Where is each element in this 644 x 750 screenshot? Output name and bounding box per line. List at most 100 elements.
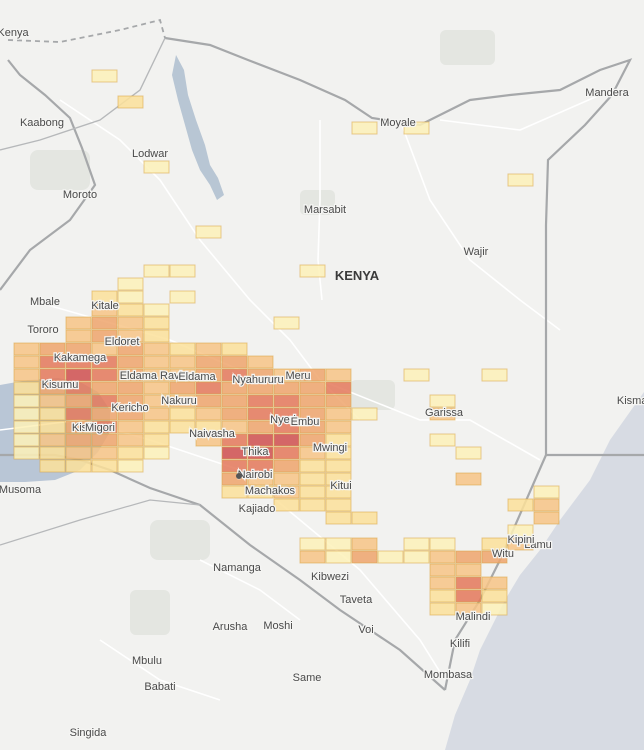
- heat-cell: [273, 381, 300, 395]
- place-label: Meru: [285, 370, 310, 382]
- heat-cell: [299, 446, 326, 460]
- heat-cell: [247, 446, 274, 460]
- heat-cell: [39, 368, 66, 382]
- heat-cell: [221, 485, 248, 499]
- heat-cell: [65, 316, 92, 330]
- place-label: Mombasa: [424, 669, 473, 681]
- heat-cell: [429, 550, 456, 564]
- heat-cell: [247, 355, 274, 369]
- heat-cell: [143, 420, 170, 434]
- heat-cell: [533, 485, 560, 499]
- heat-cell: [195, 394, 222, 408]
- heat-cell: [65, 342, 92, 356]
- heat-cell: [13, 394, 40, 408]
- heat-cell: [299, 407, 326, 421]
- place-label: Nyahururu: [232, 374, 283, 386]
- heat-cell: [325, 550, 352, 564]
- heat-cell: [65, 420, 92, 434]
- heat-cell: [351, 407, 378, 421]
- heat-cell: [143, 394, 170, 408]
- place-label: Kitale: [91, 300, 119, 312]
- heat-cell: [169, 264, 196, 278]
- heat-cell: [117, 355, 144, 369]
- place-label: Nakuru: [161, 395, 196, 407]
- heat-cell: [533, 511, 560, 525]
- place-label: Machakos: [245, 485, 296, 497]
- heat-cell: [117, 342, 144, 356]
- heat-cell: [65, 355, 92, 369]
- heat-cell: [377, 550, 404, 564]
- heat-cell: [299, 264, 326, 278]
- place-label: Mbulu: [132, 655, 162, 667]
- place-label: Lamu: [524, 539, 552, 551]
- heat-cell: [39, 381, 66, 395]
- heat-cell: [117, 407, 144, 421]
- heat-cell: [247, 420, 274, 434]
- heat-cell: [299, 459, 326, 473]
- heat-cell: [221, 407, 248, 421]
- heat-cell: [325, 433, 352, 447]
- heat-cell: [65, 329, 92, 343]
- capital-marker: [236, 473, 242, 479]
- place-label: Embu: [291, 416, 320, 428]
- heat-cell: [403, 550, 430, 564]
- heat-cell: [403, 368, 430, 382]
- heat-cell: [169, 407, 196, 421]
- heat-cell: [13, 381, 40, 395]
- heat-cell: [91, 407, 118, 421]
- heat-cell: [13, 407, 40, 421]
- country-label: KENYA: [335, 268, 380, 283]
- heat-cell: [91, 316, 118, 330]
- heat-cell: [351, 537, 378, 551]
- heat-cell: [221, 342, 248, 356]
- heat-cell: [195, 433, 222, 447]
- heat-cell: [273, 368, 300, 382]
- heat-cell: [143, 264, 170, 278]
- heat-cell: [273, 316, 300, 330]
- heat-cell: [325, 394, 352, 408]
- place-label: Kenya: [0, 27, 29, 39]
- place-label: Kitui: [330, 480, 351, 492]
- heat-cell: [39, 420, 66, 434]
- heat-cell: [299, 420, 326, 434]
- place-labels: Moyale Mandera Marsabit Wajir Lodwar Kaabong M…: [0, 26, 644, 741]
- heat-cell: [169, 355, 196, 369]
- heat-cell: [455, 589, 482, 603]
- heat-cell: [325, 472, 352, 486]
- heat-cell: [117, 446, 144, 460]
- heat-cell: [39, 459, 66, 473]
- heat-cell: [507, 173, 534, 187]
- heatmap-layer: [13, 69, 560, 616]
- place-label: Nairobi: [238, 469, 273, 481]
- heat-cell: [429, 563, 456, 577]
- place-label: Mwingi: [313, 442, 347, 454]
- heat-cell: [91, 446, 118, 460]
- heat-cell: [299, 485, 326, 499]
- heat-cell: [143, 368, 170, 382]
- heat-cell: [91, 69, 118, 83]
- heat-cell: [481, 537, 508, 551]
- place-label: Kisii: [72, 422, 92, 434]
- place-label: Kisumu: [42, 379, 79, 391]
- heat-cell: [117, 381, 144, 395]
- place-label: Moroto: [63, 189, 97, 201]
- heat-cell: [91, 368, 118, 382]
- heat-cell: [91, 420, 118, 434]
- heat-cell: [169, 342, 196, 356]
- heat-cell: [429, 407, 456, 421]
- heat-cell: [325, 420, 352, 434]
- heat-cell: [195, 225, 222, 239]
- heat-cell: [91, 459, 118, 473]
- heat-cell: [455, 472, 482, 486]
- place-label: Mbale: [30, 296, 60, 308]
- heat-cell: [533, 498, 560, 512]
- heat-cell: [221, 381, 248, 395]
- heat-cell: [117, 316, 144, 330]
- heat-cell: [325, 537, 352, 551]
- place-label: Kipini: [508, 534, 535, 546]
- heat-cell: [273, 394, 300, 408]
- heat-cell: [429, 537, 456, 551]
- heat-cell: [117, 277, 144, 291]
